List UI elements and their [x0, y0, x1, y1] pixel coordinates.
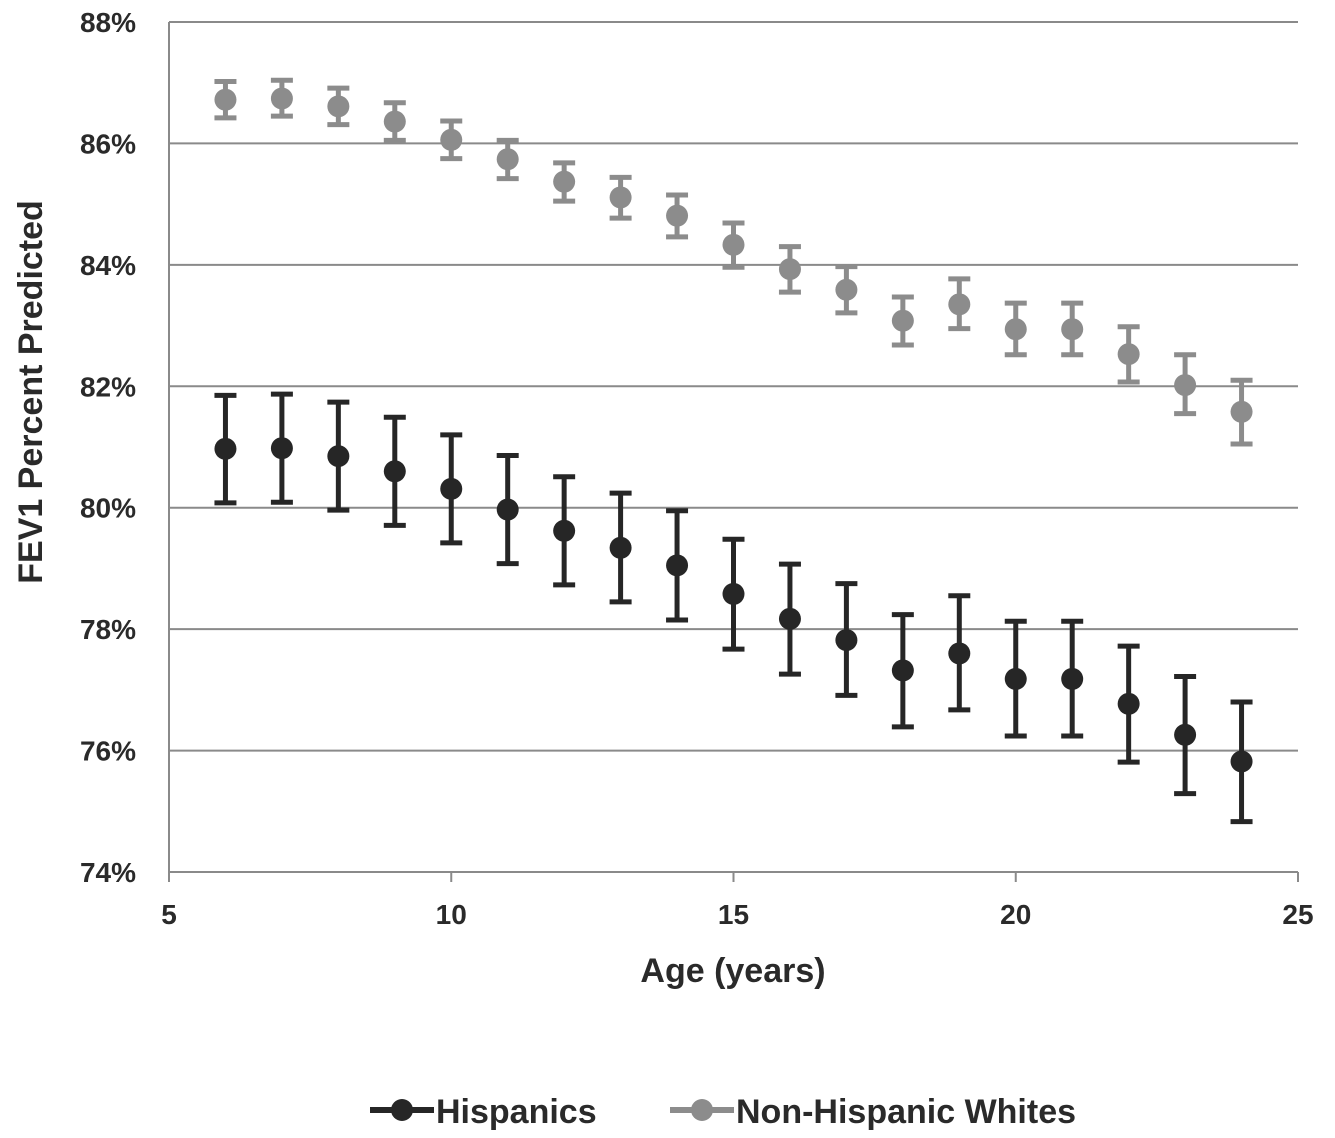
data-point — [496, 148, 519, 171]
data-point — [778, 258, 801, 281]
y-axis-title: FEV1 Percent Predicted — [12, 200, 50, 584]
data-point — [609, 536, 632, 559]
data-point — [835, 278, 858, 301]
y-tick-label: 86% — [80, 128, 136, 159]
axes — [168, 22, 1299, 882]
data-point — [383, 110, 406, 133]
data-point — [1230, 400, 1253, 423]
data-point — [835, 629, 858, 652]
legend-marker-non-hispanic-whites — [691, 1099, 713, 1121]
series-layer — [214, 77, 1253, 825]
data-point — [948, 642, 971, 665]
y-tick-label: 84% — [80, 250, 136, 281]
data-point — [214, 437, 237, 460]
y-tick-label: 88% — [80, 7, 136, 38]
y-tick-label: 74% — [80, 857, 136, 888]
data-point — [440, 477, 463, 500]
data-point — [722, 582, 745, 605]
x-tick-label: 20 — [1000, 899, 1031, 930]
data-point — [440, 128, 463, 151]
data-point — [1061, 318, 1084, 341]
data-point — [948, 293, 971, 316]
data-point — [778, 607, 801, 630]
y-tick-labels: 74% 76% 78% 80% 82% 84% 86% 88% — [80, 7, 136, 888]
data-point — [214, 88, 237, 111]
x-tick-label: 15 — [718, 899, 749, 930]
series-non-hispanic-whites — [214, 77, 1253, 447]
data-point — [327, 445, 350, 468]
data-point — [891, 659, 914, 682]
y-tick-label: 78% — [80, 614, 136, 645]
legend: Hispanics Non-Hispanic Whites — [370, 1093, 1076, 1131]
x-tick-label: 5 — [161, 899, 177, 930]
data-point — [1174, 374, 1197, 397]
data-point — [553, 170, 576, 193]
x-tick-labels: 5 10 15 20 25 — [161, 899, 1313, 930]
data-point — [1117, 692, 1140, 715]
data-point — [891, 309, 914, 332]
data-point — [327, 95, 350, 118]
data-point — [270, 87, 293, 110]
series-hispanics — [214, 391, 1253, 825]
data-point — [666, 554, 689, 577]
data-point — [1061, 667, 1084, 690]
data-point — [1230, 750, 1253, 773]
data-point — [496, 498, 519, 521]
data-point — [1174, 723, 1197, 746]
legend-label-non-hispanic-whites: Non-Hispanic Whites — [736, 1093, 1076, 1131]
data-point — [722, 233, 745, 256]
y-tick-label: 82% — [80, 371, 136, 402]
data-point — [1117, 343, 1140, 366]
data-point — [383, 460, 406, 483]
legend-item-non-hispanic-whites: Non-Hispanic Whites — [670, 1093, 1076, 1131]
data-point — [553, 519, 576, 542]
legend-item-hispanics: Hispanics — [370, 1093, 597, 1131]
data-point — [1004, 318, 1027, 341]
data-point — [666, 204, 689, 227]
y-tick-label: 76% — [80, 736, 136, 767]
legend-label-hispanics: Hispanics — [436, 1093, 597, 1131]
x-tick-label: 10 — [436, 899, 467, 930]
data-point — [609, 186, 632, 209]
legend-marker-hispanics — [391, 1099, 413, 1121]
x-axis-title: Age (years) — [640, 952, 825, 990]
x-tick-label: 25 — [1282, 899, 1313, 930]
data-point — [1004, 667, 1027, 690]
data-point — [270, 437, 293, 460]
y-tick-label: 80% — [80, 493, 136, 524]
